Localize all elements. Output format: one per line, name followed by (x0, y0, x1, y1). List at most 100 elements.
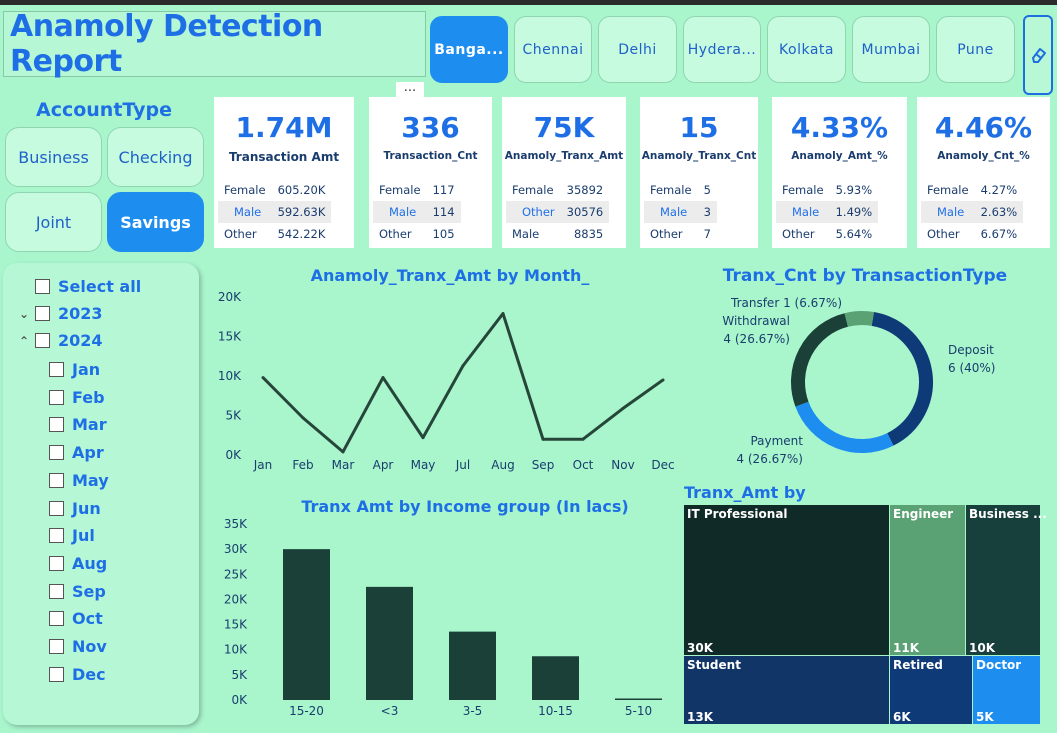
row-key: Other (927, 227, 960, 241)
account-joint-button[interactable]: Joint (5, 192, 102, 252)
checkbox-icon[interactable] (49, 555, 64, 571)
checkbox-icon[interactable] (35, 333, 50, 348)
donut-chart: Deposit 6 (40%) Payment 4 (26.67%) Withdrawa… (722, 296, 995, 466)
x-tick-label: <3 (381, 704, 399, 718)
option-label: Mar (72, 415, 107, 435)
row-key: Other (379, 227, 412, 241)
top-frame-bar (0, 0, 1057, 5)
kpi-label: Transaction Amt (228, 150, 340, 164)
month-option-jun[interactable]: Jun (49, 499, 101, 518)
chevron-down-icon[interactable]: ⌄ (18, 306, 30, 321)
kpi-table: Female 4.27% Male 2.63% Other 6.67% (921, 179, 1024, 245)
table-row: Male 1.49% (776, 201, 879, 223)
month-option-apr[interactable]: Apr (49, 443, 104, 462)
city-button-mumbai[interactable]: Mumbai (852, 16, 930, 83)
account-checking-button[interactable]: Checking (107, 127, 204, 187)
kpi-table: Female 5.93% Male 1.49% Other 5.64% (776, 179, 879, 245)
treemap-tile-business-[interactable]: Business ... 10K (966, 505, 1047, 655)
checkbox-icon[interactable] (49, 528, 64, 544)
row-key: Other (224, 227, 257, 241)
checkbox-icon[interactable] (49, 500, 64, 516)
tile-value: 5K (976, 710, 994, 724)
year-option-2023[interactable]: ⌄ 2023 (17, 304, 103, 323)
checkbox-icon[interactable] (49, 445, 64, 461)
option-label: Sep (72, 581, 106, 601)
table-row: Female 5.93% (776, 179, 878, 201)
x-tick-label: Aug (491, 458, 514, 472)
bar-<3 (366, 586, 413, 700)
city-button-hyderabad[interactable]: Hydera... (683, 16, 761, 83)
kpi-label: Anamoly_Amt_% (791, 150, 888, 162)
checkbox-icon[interactable] (49, 666, 64, 682)
data-point (501, 312, 505, 316)
kpi-label: Anamoly_Tranx_Cnt (641, 150, 757, 162)
month-option-mar[interactable]: Mar (49, 415, 107, 434)
data-point (421, 436, 425, 440)
kpi-card-anamoly-tranx-cnt: 15 Anamoly_Tranx_Cnt Female 5 Male 3 Other… (640, 97, 758, 248)
kpi-table: Female 117 Male 114 Other 105 (373, 179, 461, 245)
month-option-feb[interactable]: Feb (49, 388, 105, 407)
treemap-tile-it-professional[interactable]: IT Professional 30K (684, 505, 889, 655)
select-all-option[interactable]: Select all (17, 277, 141, 296)
tile-label: Engineer (893, 507, 954, 521)
donut-slice-transfer (844, 311, 875, 327)
kpi-value: 336 (401, 111, 460, 144)
treemap-tile-retired[interactable]: Retired 6K (890, 656, 972, 724)
more-options-icon[interactable]: ... (396, 81, 424, 100)
row-value: 7 (703, 227, 711, 241)
row-value: 30576 (560, 201, 610, 223)
checkbox-icon[interactable] (49, 362, 64, 377)
x-tick-label: 3-5 (463, 704, 483, 718)
month-option-dec[interactable]: Dec (49, 665, 106, 684)
account-business-button[interactable]: Business (5, 127, 102, 187)
month-option-oct[interactable]: Oct (49, 609, 103, 628)
treemap-tile-doctor[interactable]: Doctor 5K (973, 656, 1040, 724)
tile-value: 30K (687, 641, 713, 655)
tile-label: Business ... (969, 507, 1047, 521)
month-option-jan[interactable]: Jan (49, 360, 100, 379)
city-button-chennai[interactable]: Chennai (514, 16, 592, 83)
option-label: May (72, 470, 109, 490)
year-option-2024[interactable]: ⌃ 2024 (17, 331, 103, 350)
bar-3-5 (449, 631, 496, 700)
option-label: Jun (72, 498, 101, 518)
month-option-jul[interactable]: Jul (49, 526, 95, 545)
month-option-aug[interactable]: Aug (49, 554, 107, 573)
checkbox-icon[interactable] (49, 389, 64, 405)
checkbox-icon[interactable] (49, 583, 64, 599)
row-key: Female (650, 183, 692, 197)
kpi-value: 15 (679, 111, 719, 144)
account-savings-button[interactable]: Savings (107, 192, 204, 252)
city-button-bangalore[interactable]: Banga... (430, 16, 508, 83)
table-row: Other 105 (373, 223, 461, 245)
treemap-tile-engineer[interactable]: Engineer 11K (890, 505, 965, 655)
checkbox-icon[interactable] (49, 611, 64, 627)
x-tick-label: Sep (532, 458, 555, 472)
y-tick-label: 20K (224, 592, 248, 606)
city-button-pune[interactable]: Pune (936, 16, 1015, 83)
checkbox-icon[interactable] (49, 472, 64, 488)
table-row: Other 6.67% (921, 223, 1023, 245)
checkbox-icon[interactable] (35, 279, 50, 294)
treemap-tile-student[interactable]: Student 13K (684, 656, 889, 724)
clear-selections-button[interactable] (1023, 15, 1053, 95)
chevron-up-icon[interactable]: ⌃ (18, 333, 30, 348)
x-tick-label: Mar (332, 458, 355, 472)
y-tick-label: 25K (224, 567, 248, 581)
option-label: Jul (72, 526, 95, 546)
city-button-delhi[interactable]: Delhi (598, 16, 677, 83)
checkbox-icon[interactable] (49, 417, 64, 433)
table-row: Other 30576 (506, 201, 610, 223)
row-key: Male (512, 227, 540, 241)
kpi-label: Anamoly_Cnt_% (937, 150, 1030, 162)
row-value: 605.20K (277, 183, 326, 197)
row-value: 5.93% (835, 183, 873, 197)
donut-slice-withdrawal (791, 313, 849, 407)
city-button-kolkata[interactable]: Kolkata (767, 16, 846, 83)
month-option-may[interactable]: May (49, 471, 109, 490)
month-option-nov[interactable]: Nov (49, 637, 107, 656)
checkbox-icon[interactable] (49, 639, 64, 654)
checkbox-icon[interactable] (35, 306, 50, 321)
month-option-sep[interactable]: Sep (49, 582, 106, 601)
tile-label: IT Professional (687, 507, 788, 521)
